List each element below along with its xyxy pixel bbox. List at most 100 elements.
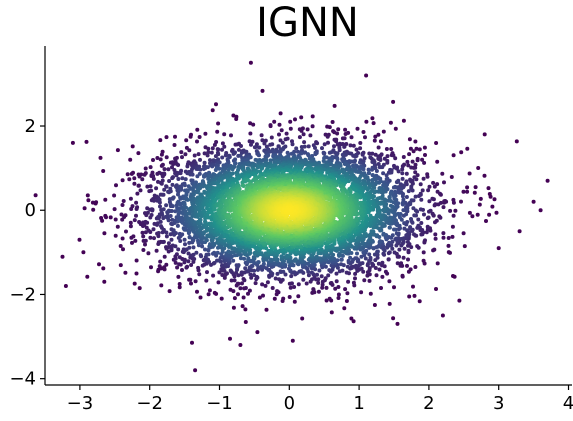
data-point (369, 229, 374, 234)
data-point (386, 211, 391, 216)
data-point (386, 198, 391, 203)
data-point (192, 257, 197, 261)
data-point (243, 320, 248, 324)
data-point (378, 158, 383, 162)
data-point (190, 172, 195, 177)
data-point (229, 133, 233, 138)
data-point (387, 195, 392, 199)
data-point (278, 269, 283, 274)
data-point (159, 181, 164, 186)
data-point (241, 277, 246, 281)
data-point (260, 88, 265, 93)
data-point (206, 248, 211, 252)
data-point (478, 196, 483, 201)
data-point (407, 137, 412, 142)
data-point (433, 232, 438, 237)
data-point (101, 266, 106, 271)
data-point (394, 180, 399, 185)
data-point (210, 164, 215, 169)
data-point (159, 163, 164, 168)
data-point (412, 213, 417, 218)
data-point (183, 242, 187, 247)
data-point (165, 213, 170, 218)
data-point (160, 212, 165, 217)
data-point (187, 211, 192, 216)
data-point (348, 255, 353, 260)
data-point (154, 186, 159, 191)
data-point (125, 172, 130, 177)
data-point (269, 257, 273, 262)
data-point (360, 220, 365, 225)
data-point (415, 173, 420, 178)
data-point (140, 177, 145, 182)
data-point (313, 145, 317, 150)
data-point (377, 267, 382, 272)
data-point (389, 153, 394, 158)
data-point (257, 153, 261, 158)
data-point (290, 139, 294, 144)
data-point (333, 286, 338, 291)
data-point (371, 121, 376, 126)
data-point (212, 250, 217, 255)
data-point (242, 256, 247, 261)
data-point (381, 183, 386, 188)
data-point (348, 143, 353, 148)
data-point (121, 199, 126, 203)
data-point (433, 220, 437, 225)
data-point (372, 252, 377, 257)
data-point (292, 270, 297, 275)
data-point (201, 184, 205, 189)
data-point (132, 176, 137, 181)
data-point (306, 144, 311, 149)
data-point (461, 189, 466, 194)
data-point (238, 256, 243, 261)
data-point (442, 180, 446, 185)
data-point (320, 282, 325, 287)
data-point (325, 134, 330, 139)
data-point (329, 281, 334, 285)
data-point (332, 144, 336, 149)
data-point (115, 148, 120, 153)
data-point (164, 230, 169, 235)
data-point (446, 250, 451, 255)
data-point (183, 152, 188, 157)
data-point (419, 197, 424, 202)
data-point (178, 171, 183, 176)
data-point (315, 272, 319, 277)
data-point (195, 289, 199, 294)
data-point (484, 219, 488, 223)
data-point (177, 255, 182, 260)
data-point (306, 153, 311, 158)
data-point (91, 207, 96, 212)
data-point (206, 146, 211, 151)
data-point (417, 194, 421, 198)
data-point (366, 262, 370, 266)
data-point (195, 127, 200, 132)
data-point (401, 213, 406, 218)
data-point (145, 210, 150, 215)
data-point (187, 235, 192, 239)
data-point (170, 204, 175, 209)
data-point (314, 254, 319, 259)
data-point (251, 122, 256, 127)
data-point (171, 162, 176, 167)
data-point (292, 285, 297, 289)
data-point (277, 149, 282, 154)
data-point (148, 230, 153, 234)
data-point (420, 157, 425, 162)
data-point (415, 244, 420, 249)
data-point (152, 198, 156, 203)
data-point (235, 142, 240, 147)
data-point (450, 224, 455, 229)
data-point (222, 246, 227, 251)
data-point (486, 186, 491, 191)
data-point (400, 171, 405, 176)
data-point (182, 183, 187, 188)
data-point (421, 250, 426, 255)
data-point (275, 271, 280, 276)
data-point (384, 177, 389, 181)
data-point (450, 234, 455, 239)
data-point (170, 217, 175, 222)
data-point (164, 135, 169, 140)
data-point (399, 183, 404, 188)
